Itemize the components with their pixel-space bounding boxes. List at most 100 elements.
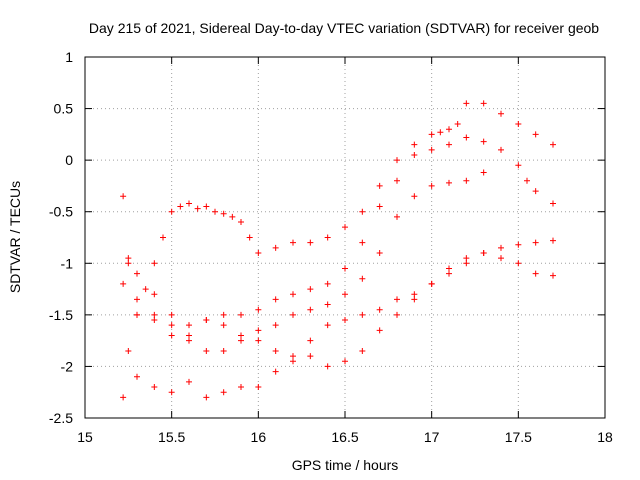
y-tick-label: -1 — [61, 255, 74, 271]
data-point — [376, 306, 383, 313]
data-point — [120, 280, 127, 287]
data-point — [203, 203, 210, 210]
chart-title: Day 215 of 2021, Sidereal Day-to-day VTE… — [89, 20, 599, 36]
series-A — [120, 100, 556, 293]
data-point — [550, 200, 556, 207]
y-axis-label: SDTVAR / TECUs — [7, 181, 23, 293]
data-point — [480, 138, 487, 145]
data-point — [394, 311, 400, 318]
data-point — [177, 203, 184, 210]
data-point — [238, 332, 244, 339]
data-point — [376, 327, 383, 334]
data-point — [220, 347, 227, 354]
data-point — [229, 213, 236, 220]
data-point — [186, 337, 192, 344]
data-point — [307, 286, 314, 293]
data-point — [498, 255, 504, 262]
data-point — [515, 162, 522, 169]
data-point — [220, 311, 227, 318]
y-tick-label: 0 — [65, 152, 73, 168]
data-point — [480, 249, 487, 256]
data-point — [480, 169, 487, 176]
data-point — [307, 353, 314, 360]
grid-lines — [85, 57, 605, 418]
data-point — [446, 265, 452, 272]
data-point — [272, 322, 279, 329]
data-point — [342, 358, 348, 365]
data-point — [342, 317, 348, 324]
data-point — [125, 260, 132, 267]
data-point — [532, 131, 539, 138]
data-point — [532, 188, 539, 195]
data-point — [151, 260, 158, 267]
x-tick-label: 16.5 — [331, 429, 358, 445]
x-tick-label: 15 — [77, 429, 93, 445]
data-point — [454, 121, 461, 128]
data-point — [290, 311, 296, 318]
data-point — [307, 306, 314, 313]
data-point — [125, 255, 132, 262]
data-point — [186, 332, 192, 339]
data-point — [307, 239, 314, 246]
data-point — [446, 270, 452, 277]
data-point — [359, 275, 366, 282]
data-point — [498, 244, 504, 251]
data-point — [307, 337, 314, 344]
data-point — [125, 347, 132, 354]
data-point — [203, 394, 210, 401]
x-tick-label: 18 — [597, 429, 613, 445]
data-point — [532, 239, 539, 246]
data-point — [411, 151, 418, 158]
data-point — [394, 296, 400, 303]
data-point — [394, 177, 400, 184]
data-point — [186, 200, 192, 207]
data-point — [463, 100, 470, 107]
x-tick-label: 17.5 — [505, 429, 532, 445]
axis-ticks — [84, 56, 606, 419]
data-point — [428, 182, 435, 189]
data-point — [324, 280, 331, 287]
data-point — [151, 311, 158, 318]
data-point — [428, 280, 435, 287]
data-point — [515, 260, 522, 267]
data-point — [220, 210, 227, 217]
data-point — [550, 141, 556, 148]
data-point — [134, 373, 140, 380]
data-point — [151, 384, 158, 391]
x-axis-label: GPS time / hours — [292, 457, 399, 473]
data-point — [238, 384, 244, 391]
data-point — [498, 110, 504, 117]
data-point — [151, 291, 158, 298]
data-point — [255, 384, 262, 391]
data-point — [411, 291, 418, 298]
data-point — [532, 270, 539, 277]
data-marks — [120, 100, 556, 401]
data-point — [342, 291, 348, 298]
data-point — [550, 237, 556, 244]
data-point — [463, 255, 470, 262]
data-point — [290, 358, 296, 365]
data-point — [515, 241, 522, 248]
data-point — [446, 126, 452, 133]
data-point — [272, 244, 279, 251]
x-tick-labels: 15 15.5 16 16.5 17 17.5 18 — [77, 429, 613, 445]
series-C — [125, 169, 487, 354]
y-tick-label: -2.5 — [49, 410, 73, 426]
data-point — [428, 131, 435, 138]
data-point — [359, 239, 366, 246]
data-point — [324, 363, 331, 370]
data-point — [324, 322, 331, 329]
y-tick-labels: 1 0.5 0 -0.5 -1 -1.5 -2 -2.5 — [49, 49, 73, 426]
data-point — [120, 394, 127, 401]
data-point — [194, 205, 201, 212]
data-point — [134, 311, 140, 318]
data-point — [376, 203, 383, 210]
data-point — [394, 213, 400, 220]
data-point — [290, 353, 296, 360]
data-point — [168, 322, 175, 329]
data-point — [359, 347, 366, 354]
x-tick-label: 16 — [251, 429, 267, 445]
data-point — [480, 100, 487, 107]
data-point — [324, 234, 331, 241]
